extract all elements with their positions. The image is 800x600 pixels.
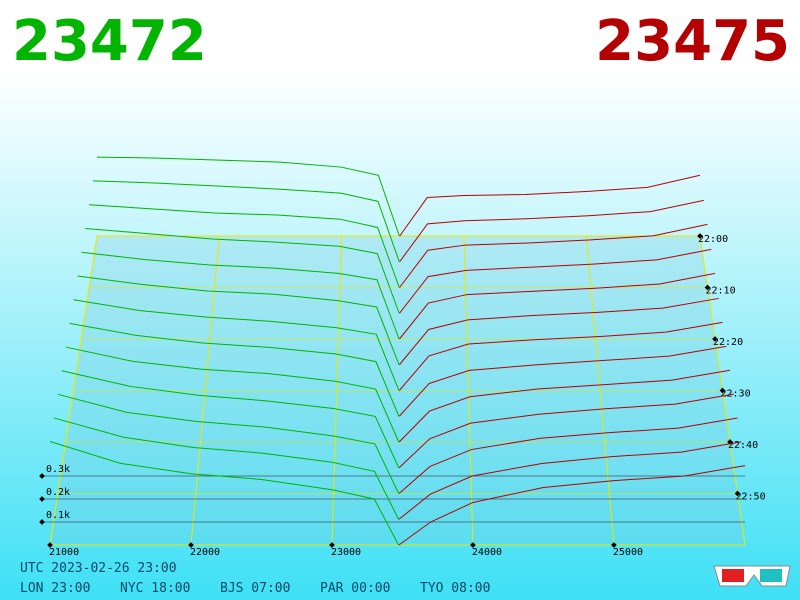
ask-depth-line bbox=[398, 321, 723, 391]
bid-depth-line bbox=[85, 227, 400, 314]
time-tick-label: 22:20 bbox=[713, 337, 743, 348]
bid-depth-line bbox=[49, 441, 399, 546]
time-tick-label: 22:40 bbox=[728, 440, 758, 451]
x-tick-label: 24000 bbox=[472, 547, 502, 558]
x-tick-marker bbox=[470, 542, 476, 548]
utc-time: UTC 2023-02-26 23:00 bbox=[20, 561, 177, 576]
ask-depth-line bbox=[398, 345, 727, 417]
x-tick-marker bbox=[611, 542, 617, 548]
ask-depth-line bbox=[398, 465, 746, 546]
time-tick-marker bbox=[734, 490, 741, 497]
zone-time: LON 23:00 bbox=[20, 581, 90, 596]
time-tick-label: 22:30 bbox=[721, 389, 751, 400]
ask-depth-line bbox=[398, 393, 734, 469]
bid-depth-line bbox=[57, 393, 400, 494]
ask-depth-line bbox=[399, 199, 704, 263]
x-tick-label: 21000 bbox=[49, 547, 79, 558]
zone-time: PAR 00:00 bbox=[320, 581, 390, 596]
bid-depth-line bbox=[65, 346, 400, 443]
z-tick-label: 0.1k bbox=[46, 510, 70, 521]
bid-depth-line bbox=[96, 156, 400, 237]
z-tick-label: 0.3k bbox=[46, 464, 70, 475]
x-tick-marker bbox=[329, 542, 335, 548]
bid-depth-line bbox=[69, 322, 400, 417]
ask-depth-line bbox=[398, 369, 731, 443]
bid-depth-line bbox=[61, 370, 400, 468]
time-tick-label: 22:50 bbox=[736, 492, 766, 503]
ask-depth-line bbox=[399, 223, 708, 288]
x-tick-label: 22000 bbox=[190, 547, 220, 558]
ask-price: 23475 bbox=[595, 9, 790, 74]
time-tick-marker bbox=[712, 336, 718, 342]
z-tick-marker bbox=[39, 473, 45, 479]
bid-depth-line bbox=[73, 299, 400, 391]
ask-depth-line bbox=[398, 441, 742, 520]
time-tick-label: 22:10 bbox=[706, 286, 736, 297]
time-tick-label: 22:00 bbox=[698, 234, 728, 245]
time-tick-marker bbox=[697, 233, 703, 239]
ask-depth-line bbox=[399, 248, 712, 314]
bid-depth-line bbox=[53, 417, 400, 520]
x-tick-marker bbox=[188, 542, 194, 548]
time-tick-marker bbox=[704, 284, 711, 291]
ask-depth-line bbox=[399, 272, 716, 340]
z-tick-marker bbox=[39, 496, 45, 502]
bid-depth-line bbox=[81, 251, 400, 340]
x-tick-label: 25000 bbox=[613, 547, 643, 558]
bid-price: 23472 bbox=[12, 9, 207, 74]
zone-time: TYO 08:00 bbox=[420, 581, 490, 596]
zone-time: BJS 07:00 bbox=[220, 581, 290, 596]
ask-depth-line bbox=[398, 417, 738, 494]
z-tick-marker bbox=[39, 519, 45, 525]
bid-depth-line bbox=[89, 204, 400, 288]
ask-depth-line bbox=[399, 174, 701, 237]
x-tick-label: 23000 bbox=[331, 547, 361, 558]
z-tick-label: 0.2k bbox=[46, 487, 70, 498]
x-tick-marker bbox=[47, 542, 53, 548]
zone-time: NYC 18:00 bbox=[120, 581, 190, 596]
ask-depth-line bbox=[398, 297, 719, 366]
time-tick-marker bbox=[719, 387, 726, 394]
bid-depth-line bbox=[77, 275, 400, 365]
bid-depth-line bbox=[93, 180, 400, 262]
3d-glasses bbox=[713, 565, 791, 587]
